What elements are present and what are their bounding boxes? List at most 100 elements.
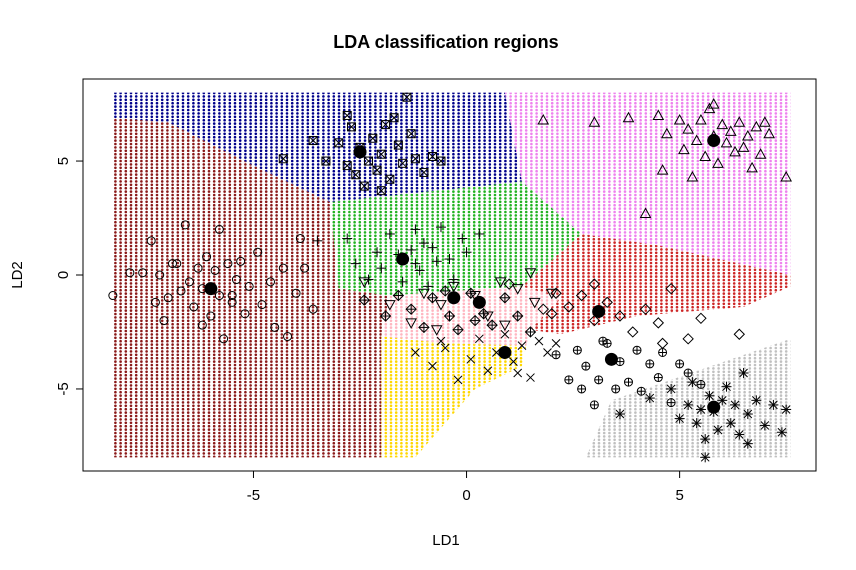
region-dots [587,339,791,458]
point-diamond-plus [358,294,370,306]
point-diamond [550,287,562,299]
point-diamond-plus [477,308,490,320]
point-diamond-plus [426,292,439,304]
point-x [474,334,484,344]
point-circle [163,293,173,303]
point-circle-plus [683,368,693,378]
point-circle [266,277,276,287]
point-square-x [436,156,446,166]
region-dots [114,92,522,203]
point-diamond [575,289,588,302]
point-diamond [656,337,669,350]
point-circle-plus [572,345,582,355]
point-circle [206,311,216,321]
point-asterisk [614,409,625,420]
point-asterisk [712,424,723,435]
point-asterisk [725,418,736,429]
point-inverted-triangle [430,325,443,336]
chart-title: LDA classification regions [333,32,558,52]
point-diamond [682,333,694,345]
point-asterisk [683,399,694,410]
point-circle-plus [666,398,676,408]
point-asterisk [691,418,702,429]
point-diamond-plus [379,310,392,322]
point-x [526,373,535,382]
point-circle [257,300,267,310]
point-x [500,329,510,339]
point-triangle [712,157,724,168]
point-triangle [741,129,754,141]
point-circle [231,275,241,285]
point-inverted-triangle [405,318,417,329]
point-diamond [546,308,558,320]
point-plus [312,235,323,246]
point-square-x [393,140,403,150]
point-diamond [665,282,677,295]
point-triangle [690,134,703,146]
point-triangle [656,164,669,175]
point-circle-plus [611,384,621,394]
centroid [707,400,721,414]
point-x [453,375,463,385]
point-square-x [402,92,412,102]
point-circle-plus [598,336,608,346]
point-square-x [351,170,361,180]
point-plus [474,228,485,239]
point-diamond [614,310,626,322]
point-plus [372,247,383,258]
point-inverted-triangle [435,300,447,311]
class-centroids [204,134,721,414]
point-triangle [737,141,750,152]
point-diamond-plus [465,287,477,299]
point-circle [150,297,160,307]
point-triangle [724,125,737,136]
point-circle-plus [658,347,668,357]
centroid [472,295,486,309]
point-x [428,361,437,371]
point-x [513,368,523,378]
point-inverted-triangle [511,284,524,295]
point-square-x [410,154,420,164]
point-diamond-plus [418,321,430,334]
point-square-x [406,129,416,139]
point-diamond-plus [486,319,498,331]
point-circle [197,320,207,330]
point-circle [180,220,190,230]
point-plus [461,247,472,258]
point-triangle [695,113,707,125]
axes: -5 0 5 -5 0 5 [55,157,684,504]
region-dots [332,181,580,295]
region-1 [114,92,522,203]
point-circle [291,288,301,298]
point-x [509,357,518,366]
point-circle [189,302,199,312]
point-diamond [503,278,515,290]
point-inverted-triangle [383,300,396,311]
point-diamond [639,303,652,315]
point-triangle [652,109,665,120]
point-circle [270,322,280,332]
point-circle [253,247,263,257]
point-circle-plus [594,375,604,385]
point-x [411,348,420,357]
point-x [543,348,552,357]
point-diamond-plus [439,285,451,297]
centroid [498,345,512,359]
point-asterisk [700,434,711,445]
point-circle [223,259,233,269]
centroid [447,291,461,305]
point-diamond-plus [469,314,481,327]
point-circle [278,263,288,273]
point-square-x [427,151,437,161]
point-circle [227,297,237,307]
point-triangle [622,111,635,123]
y-tick-label: 5 [55,157,72,165]
point-triangle [720,136,733,148]
point-diamond [588,278,601,290]
point-square-x [389,113,399,123]
point-plus [448,274,459,285]
point-asterisk [644,393,655,404]
point-circle-plus [589,400,599,410]
point-asterisk [687,377,698,388]
point-square-x [419,167,429,177]
